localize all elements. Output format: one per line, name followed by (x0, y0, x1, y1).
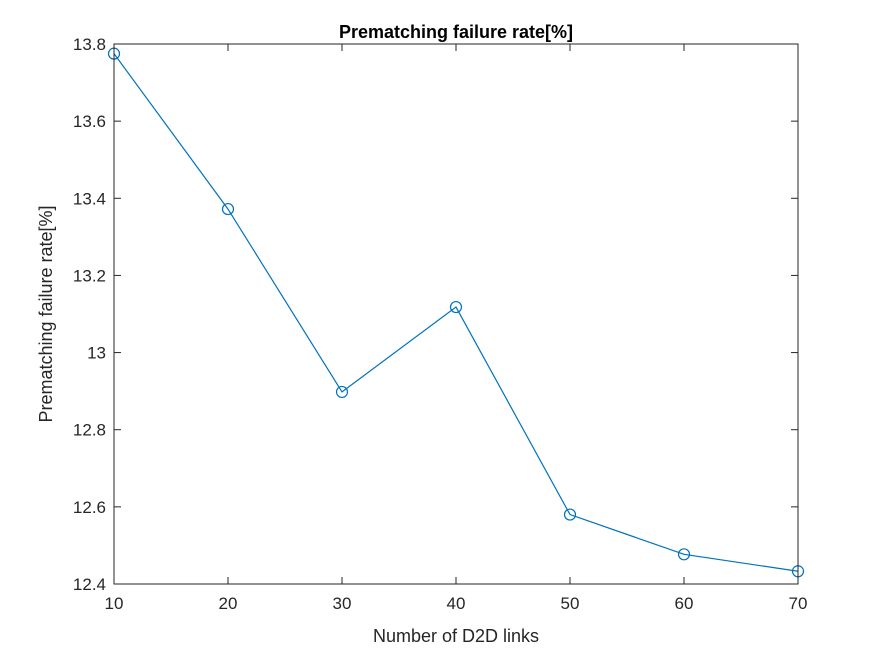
x-tick-label: 10 (105, 594, 124, 613)
y-tick-label: 13 (87, 344, 106, 363)
y-tick-label: 12.6 (73, 498, 106, 517)
chart-title: Prematching failure rate[%] (339, 22, 573, 42)
y-tick-label: 13.8 (73, 35, 106, 54)
x-axis-label: Number of D2D links (373, 626, 539, 646)
x-tick-label: 30 (333, 594, 352, 613)
y-tick-label: 12.8 (73, 421, 106, 440)
data-point-marker (449, 300, 463, 314)
data-point-marker (221, 202, 235, 216)
series-line (113, 53, 799, 572)
data-point-marker (563, 508, 577, 521)
y-tick-label: 13.2 (73, 266, 106, 285)
x-tick-label: 40 (447, 594, 466, 613)
y-axis-label: Prematching failure rate[%] (36, 205, 56, 422)
data-point-marker (335, 385, 349, 399)
y-tick-label: 12.4 (73, 575, 106, 594)
x-tick-label: 20 (219, 594, 238, 613)
data-point-marker (677, 548, 691, 561)
x-tick-label: 70 (789, 594, 808, 613)
y-tick-label: 13.6 (73, 112, 106, 131)
plot-area (114, 44, 798, 584)
x-tick-label: 50 (561, 594, 580, 613)
axis-ticks: 10 20 30 40 50 60 70 12.4 12.6 12.8 13 13.2 13.4 13.6… (73, 35, 808, 613)
x-tick-label: 60 (675, 594, 694, 613)
axes-box (113, 43, 799, 585)
y-tick-label: 13.4 (73, 189, 106, 208)
